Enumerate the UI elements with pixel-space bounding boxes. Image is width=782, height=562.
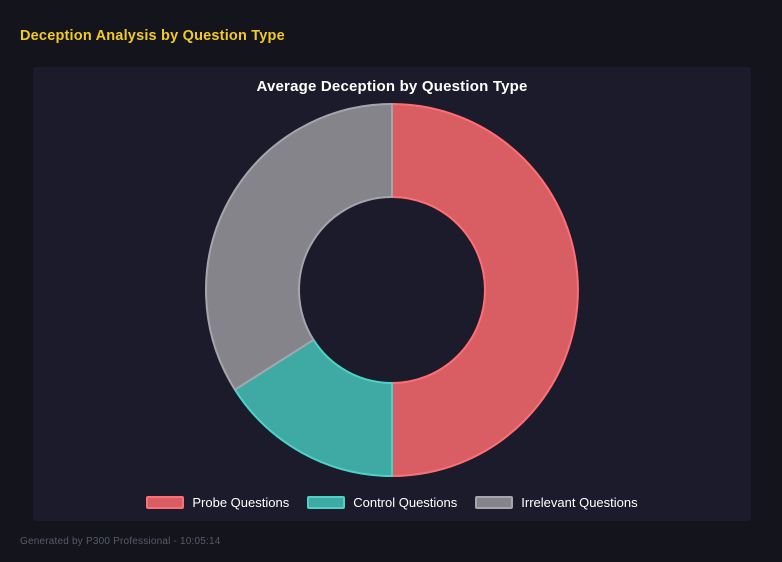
chart-title: Average Deception by Question Type	[256, 78, 528, 95]
legend-item-0[interactable]: Probe Questions	[146, 495, 289, 510]
legend-label-0: Probe Questions	[192, 495, 290, 510]
chart-legend: Probe Questions Control Questions Irreleva…	[33, 495, 751, 510]
legend-swatch-2	[475, 496, 514, 509]
legend-item-2[interactable]: Irrelevant Questions	[475, 495, 638, 510]
donut-chart-svg[interactable]	[192, 90, 592, 490]
footer-text: Generated by P300 Professional - 10:05:1…	[20, 536, 221, 547]
legend-label-1: Control Questions	[353, 495, 458, 510]
page-title: Deception Analysis by Question Type	[20, 28, 285, 44]
chart-panel: Average Deception by Question Type Probe…	[33, 67, 751, 521]
donut-segment-0[interactable]	[391, 103, 579, 477]
donut-segment-1[interactable]	[233, 338, 393, 477]
legend-label-2: Irrelevant Questions	[521, 495, 638, 510]
legend-item-1[interactable]: Control Questions	[307, 495, 457, 510]
donut-chart[interactable]	[192, 90, 592, 490]
legend-swatch-0	[146, 496, 185, 509]
legend-swatch-1	[307, 496, 346, 509]
donut-segment-2[interactable]	[205, 103, 393, 391]
